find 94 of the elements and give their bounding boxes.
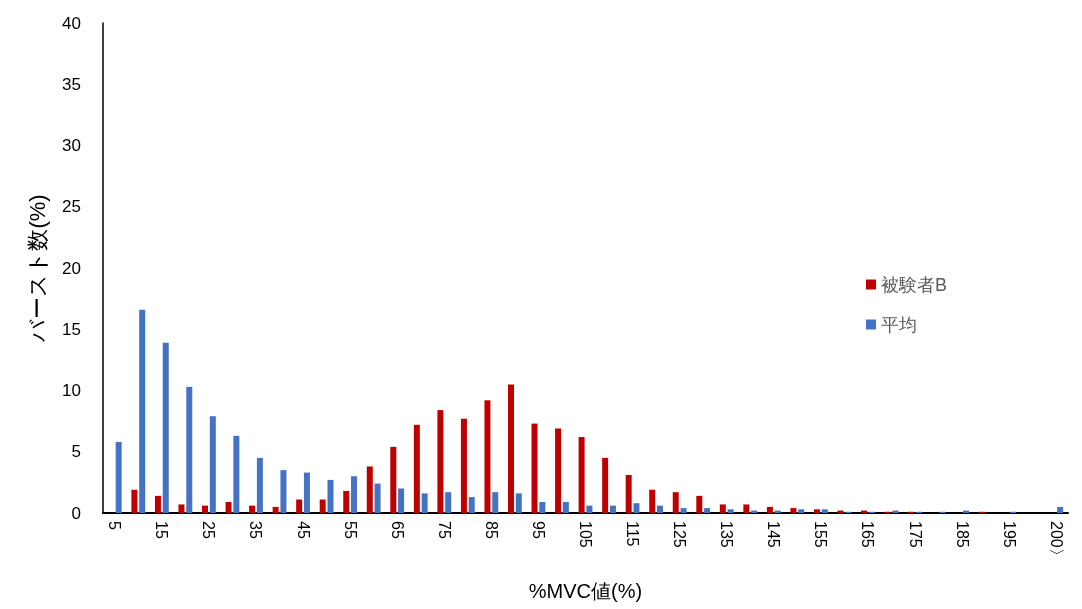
x-tick-label: 55 xyxy=(341,521,359,539)
y-tick-label: 0 xyxy=(71,503,81,523)
x-tick-label: 35 xyxy=(247,521,265,539)
x-tick-label: 65 xyxy=(388,521,406,539)
x-tick-label: 185 xyxy=(953,521,971,548)
x-tick-label: 165 xyxy=(859,521,877,548)
bar xyxy=(209,416,216,513)
x-tick-label: 200〉 xyxy=(1047,521,1065,564)
bar xyxy=(390,446,397,513)
bar xyxy=(225,501,232,513)
y-tick-label: 40 xyxy=(62,13,81,33)
y-tick-label: 20 xyxy=(62,258,81,278)
bar xyxy=(484,400,491,513)
bar xyxy=(303,472,310,513)
bar xyxy=(468,497,475,513)
bar xyxy=(633,503,640,513)
bar xyxy=(202,505,209,513)
bar xyxy=(445,492,452,513)
legend-label: 被験者B xyxy=(880,274,948,295)
bar xyxy=(609,505,616,513)
bar xyxy=(555,428,562,513)
bar xyxy=(492,492,499,513)
x-tick-label: 25 xyxy=(200,521,218,539)
x-tick-label: 45 xyxy=(294,521,312,539)
x-tick-label: 125 xyxy=(671,521,689,548)
bar xyxy=(374,483,381,513)
bar xyxy=(798,509,805,513)
bar xyxy=(578,437,585,513)
legend-label: 平均 xyxy=(880,314,917,335)
bar xyxy=(421,493,428,513)
x-tick-label: 195 xyxy=(1000,521,1018,548)
bar xyxy=(115,441,122,513)
bar xyxy=(586,505,593,513)
y-tick-label: 25 xyxy=(62,197,81,217)
bar xyxy=(696,495,703,513)
bar xyxy=(398,488,405,513)
x-tick-label: 75 xyxy=(435,521,453,539)
bar xyxy=(256,457,263,513)
bar xyxy=(351,476,358,513)
y-tick-label: 15 xyxy=(62,319,81,339)
bar xyxy=(249,505,256,513)
x-tick-label: 115 xyxy=(624,521,642,547)
bar xyxy=(131,489,138,513)
bar xyxy=(766,506,773,513)
x-tick-label: 135 xyxy=(718,521,736,548)
y-tick-label: 10 xyxy=(62,381,81,400)
bar xyxy=(649,489,656,513)
bar xyxy=(507,384,514,513)
x-tick-label: 175 xyxy=(906,521,924,548)
bar xyxy=(327,479,334,513)
bar xyxy=(515,493,522,513)
bar xyxy=(657,505,664,513)
bar xyxy=(743,504,750,513)
bar xyxy=(186,386,193,513)
x-tick-label: 155 xyxy=(812,521,830,548)
bar xyxy=(1057,506,1064,513)
bar xyxy=(154,495,161,513)
bar xyxy=(413,424,420,513)
bar xyxy=(539,501,546,513)
bar xyxy=(531,423,538,513)
y-axis-title: バースト数(%) xyxy=(24,194,50,343)
bar xyxy=(727,509,734,513)
bar xyxy=(813,509,820,513)
bar xyxy=(562,501,569,513)
bar xyxy=(821,509,828,513)
x-tick-label: 5 xyxy=(106,521,124,530)
y-tick-label: 35 xyxy=(62,74,81,94)
bar xyxy=(437,410,444,513)
bar xyxy=(296,499,303,513)
y-tick-label: 30 xyxy=(62,136,81,155)
bar xyxy=(319,499,326,513)
bar xyxy=(625,475,632,513)
bar xyxy=(139,309,146,513)
bar xyxy=(343,490,350,513)
x-tick-label: 105 xyxy=(577,521,594,548)
bar xyxy=(680,508,687,513)
bar xyxy=(233,435,240,513)
bar xyxy=(162,342,169,513)
bar xyxy=(719,504,726,513)
x-tick-label: 15 xyxy=(153,521,171,539)
x-axis-title: %MVC値(%) xyxy=(528,580,643,602)
bar xyxy=(602,457,609,513)
y-tick-label: 5 xyxy=(71,442,81,462)
bar xyxy=(280,470,287,513)
bar xyxy=(178,504,185,513)
x-tick-label: 145 xyxy=(765,521,783,548)
bar xyxy=(460,418,467,513)
x-tick-label: 95 xyxy=(529,521,547,539)
bar xyxy=(790,508,797,513)
bar xyxy=(672,492,679,513)
x-tick-label: 85 xyxy=(482,521,500,539)
bar xyxy=(272,506,279,513)
bar xyxy=(704,508,711,513)
bar xyxy=(366,466,373,513)
